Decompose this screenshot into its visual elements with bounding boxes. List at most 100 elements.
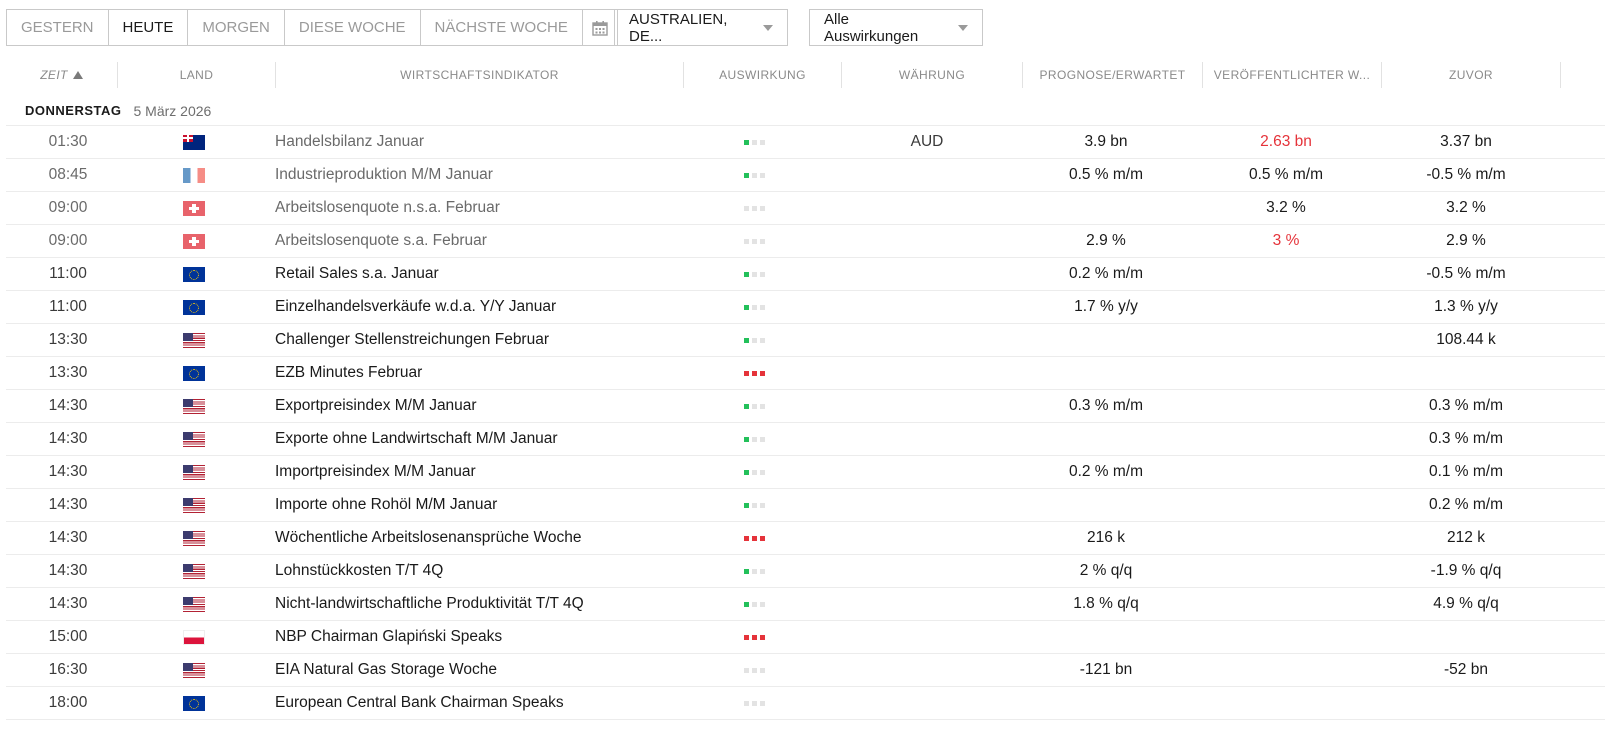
column-header-forecast[interactable]: PROGNOSE/ERWARTET <box>1023 62 1203 88</box>
column-header-currency[interactable]: WÄHRUNG <box>842 62 1023 88</box>
column-header-impact[interactable]: AUSWIRKUNG <box>684 62 842 88</box>
event-previous: 3.2 % <box>1446 199 1486 216</box>
table-row[interactable]: 08:45 Industrieproduktion M/M Januar 0.5 %… <box>6 159 1605 192</box>
event-impact <box>744 192 774 224</box>
impact-high-icon <box>744 634 765 640</box>
table-row[interactable]: 14:30 Nicht-landwirtschaftliche Produktiv… <box>6 588 1605 621</box>
table-row[interactable]: 16:30 EIA Natural Gas Storage Woche -121 b… <box>6 654 1605 687</box>
event-previous: 3.37 bn <box>1440 133 1492 150</box>
event-impact <box>744 159 774 191</box>
table-row[interactable]: 14:30 Exporte ohne Landwirtschaft M/M Jan… <box>6 423 1605 456</box>
event-forecast: 2.9 % <box>1086 232 1126 249</box>
impact-low-icon <box>744 337 765 343</box>
event-forecast: 3.9 bn <box>1084 133 1128 150</box>
table-row[interactable]: 14:30 Lohnstückkosten T/T 4Q 2 % q/q -1.9 %… <box>6 555 1605 588</box>
table-row[interactable]: 15:00 NBP Chairman Glapiński Speaks <box>6 621 1605 654</box>
event-currency <box>877 588 977 620</box>
flag-us-icon <box>183 398 205 414</box>
table-row[interactable]: 11:00 Einzelhandelsverkäufe w.d.a. Y/Y Ja… <box>6 291 1605 324</box>
event-time: 14:30 <box>48 529 88 546</box>
event-impact <box>744 258 774 290</box>
event-previous: -1.9 % q/q <box>1430 562 1502 579</box>
column-header-time-label: ZEIT <box>40 68 68 82</box>
table-row[interactable]: 01:30 Handelsbilanz Januar AUD 3.9 bn 2.63 b… <box>6 126 1605 159</box>
impact-filter-dropdown[interactable]: Alle Auswirkungen <box>809 9 983 46</box>
day-name: DONNERSTAG <box>25 103 122 118</box>
date-range-toolbar: GESTERN HEUTE MORGEN DIESE WOCHE NÄCHSTE… <box>6 9 618 46</box>
table-row[interactable]: 14:30 Exportpreisindex M/M Januar 0.3 % m/… <box>6 390 1605 423</box>
range-tomorrow-button[interactable]: MORGEN <box>188 10 285 45</box>
column-header-country[interactable]: LAND <box>118 62 276 88</box>
event-forecast: 1.8 % q/q <box>1073 595 1139 612</box>
range-yesterday-button[interactable]: GESTERN <box>7 10 109 45</box>
range-next-week-button[interactable]: NÄCHSTE WOCHE <box>421 10 583 45</box>
event-indicator[interactable]: Einzelhandelsverkäufe w.d.a. Y/Y Januar <box>275 298 557 315</box>
flag-eu-icon <box>183 695 205 711</box>
range-today-button[interactable]: HEUTE <box>109 10 189 45</box>
event-currency <box>877 621 977 653</box>
event-indicator[interactable]: Wöchentliche Arbeitslosenansprüche Woche <box>275 529 582 546</box>
calendar-icon <box>592 20 608 36</box>
country-flag <box>183 258 207 290</box>
column-header-actual[interactable]: VERÖFFENTLICHTER W... <box>1203 62 1382 88</box>
event-indicator[interactable]: Industrieproduktion M/M Januar <box>275 166 493 183</box>
event-indicator[interactable]: Handelsbilanz Januar <box>275 133 425 150</box>
event-indicator[interactable]: Importe ohne Rohöl M/M Januar <box>275 496 498 513</box>
event-forecast <box>1026 621 1186 653</box>
event-indicator[interactable]: Challenger Stellenstreichungen Februar <box>275 331 549 348</box>
event-currency <box>877 357 977 389</box>
calendar-button[interactable] <box>583 10 617 45</box>
event-actual <box>1206 687 1366 719</box>
country-filter-dropdown[interactable]: AUSTRALIEN, DE... <box>614 9 788 46</box>
table-row[interactable]: 09:00 Arbeitslosenquote s.a. Februar 2.9 %… <box>6 225 1605 258</box>
event-previous <box>1386 621 1546 653</box>
event-forecast: 216 k <box>1087 529 1125 546</box>
event-forecast: 0.3 % m/m <box>1068 397 1144 414</box>
column-header-time[interactable]: ZEIT <box>6 62 118 88</box>
event-indicator[interactable]: Retail Sales s.a. Januar <box>275 265 439 282</box>
table-row[interactable]: 14:30 Importe ohne Rohöl M/M Januar 0.2 % … <box>6 489 1605 522</box>
event-time: 09:00 <box>48 199 88 216</box>
table-row[interactable]: 11:00 Retail Sales s.a. Januar 0.2 % m/m -0… <box>6 258 1605 291</box>
column-header-previous[interactable]: ZUVOR <box>1382 62 1561 88</box>
event-indicator[interactable]: Importpreisindex M/M Januar <box>275 463 476 480</box>
range-this-week-button[interactable]: DIESE WOCHE <box>285 10 421 45</box>
impact-high-icon <box>744 370 765 376</box>
country-flag <box>183 357 207 389</box>
table-row[interactable]: 13:30 Challenger Stellenstreichungen Febr… <box>6 324 1605 357</box>
event-indicator[interactable]: Exporte ohne Landwirtschaft M/M Januar <box>275 430 558 447</box>
table-row[interactable]: 14:30 Wöchentliche Arbeitslosenansprüche … <box>6 522 1605 555</box>
country-flag <box>183 621 207 653</box>
event-actual <box>1206 588 1366 620</box>
event-forecast <box>1026 489 1186 521</box>
event-indicator[interactable]: EZB Minutes Februar <box>275 364 423 381</box>
table-row[interactable]: 13:30 EZB Minutes Februar <box>6 357 1605 390</box>
impact-low-icon <box>744 271 765 277</box>
event-indicator[interactable]: Arbeitslosenquote s.a. Februar <box>275 232 487 249</box>
event-indicator[interactable]: Nicht-landwirtschaftliche Produktivität … <box>275 595 584 612</box>
event-indicator[interactable]: NBP Chairman Glapiński Speaks <box>275 628 503 645</box>
event-previous: -52 bn <box>1444 661 1488 678</box>
event-indicator[interactable]: Arbeitslosenquote n.s.a. Februar <box>275 199 500 216</box>
event-indicator[interactable]: EIA Natural Gas Storage Woche <box>275 661 497 678</box>
event-impact <box>744 687 774 719</box>
event-currency <box>877 687 977 719</box>
day-group-header: DONNERSTAG 5 März 2026 <box>6 96 1605 126</box>
column-header-indicator[interactable]: WIRTSCHAFTSINDIKATOR <box>276 62 684 88</box>
table-row[interactable]: 14:30 Importpreisindex M/M Januar 0.2 % m/… <box>6 456 1605 489</box>
event-impact <box>744 324 774 356</box>
chevron-down-icon <box>763 24 773 31</box>
event-indicator[interactable]: Exportpreisindex M/M Januar <box>275 397 477 414</box>
impact-low-icon <box>744 469 765 475</box>
event-indicator[interactable]: European Central Bank Chairman Speaks <box>275 694 564 711</box>
event-currency <box>877 324 977 356</box>
event-actual: 3.2 % <box>1266 199 1306 216</box>
event-indicator[interactable]: Lohnstückkosten T/T 4Q <box>275 562 444 579</box>
country-flag <box>183 456 207 488</box>
table-row[interactable]: 18:00 European Central Bank Chairman Spea… <box>6 687 1605 720</box>
flag-us-icon <box>183 662 205 678</box>
flag-us-icon <box>183 431 205 447</box>
country-flag <box>183 588 207 620</box>
event-forecast <box>1026 192 1186 224</box>
table-row[interactable]: 09:00 Arbeitslosenquote n.s.a. Februar 3.2… <box>6 192 1605 225</box>
